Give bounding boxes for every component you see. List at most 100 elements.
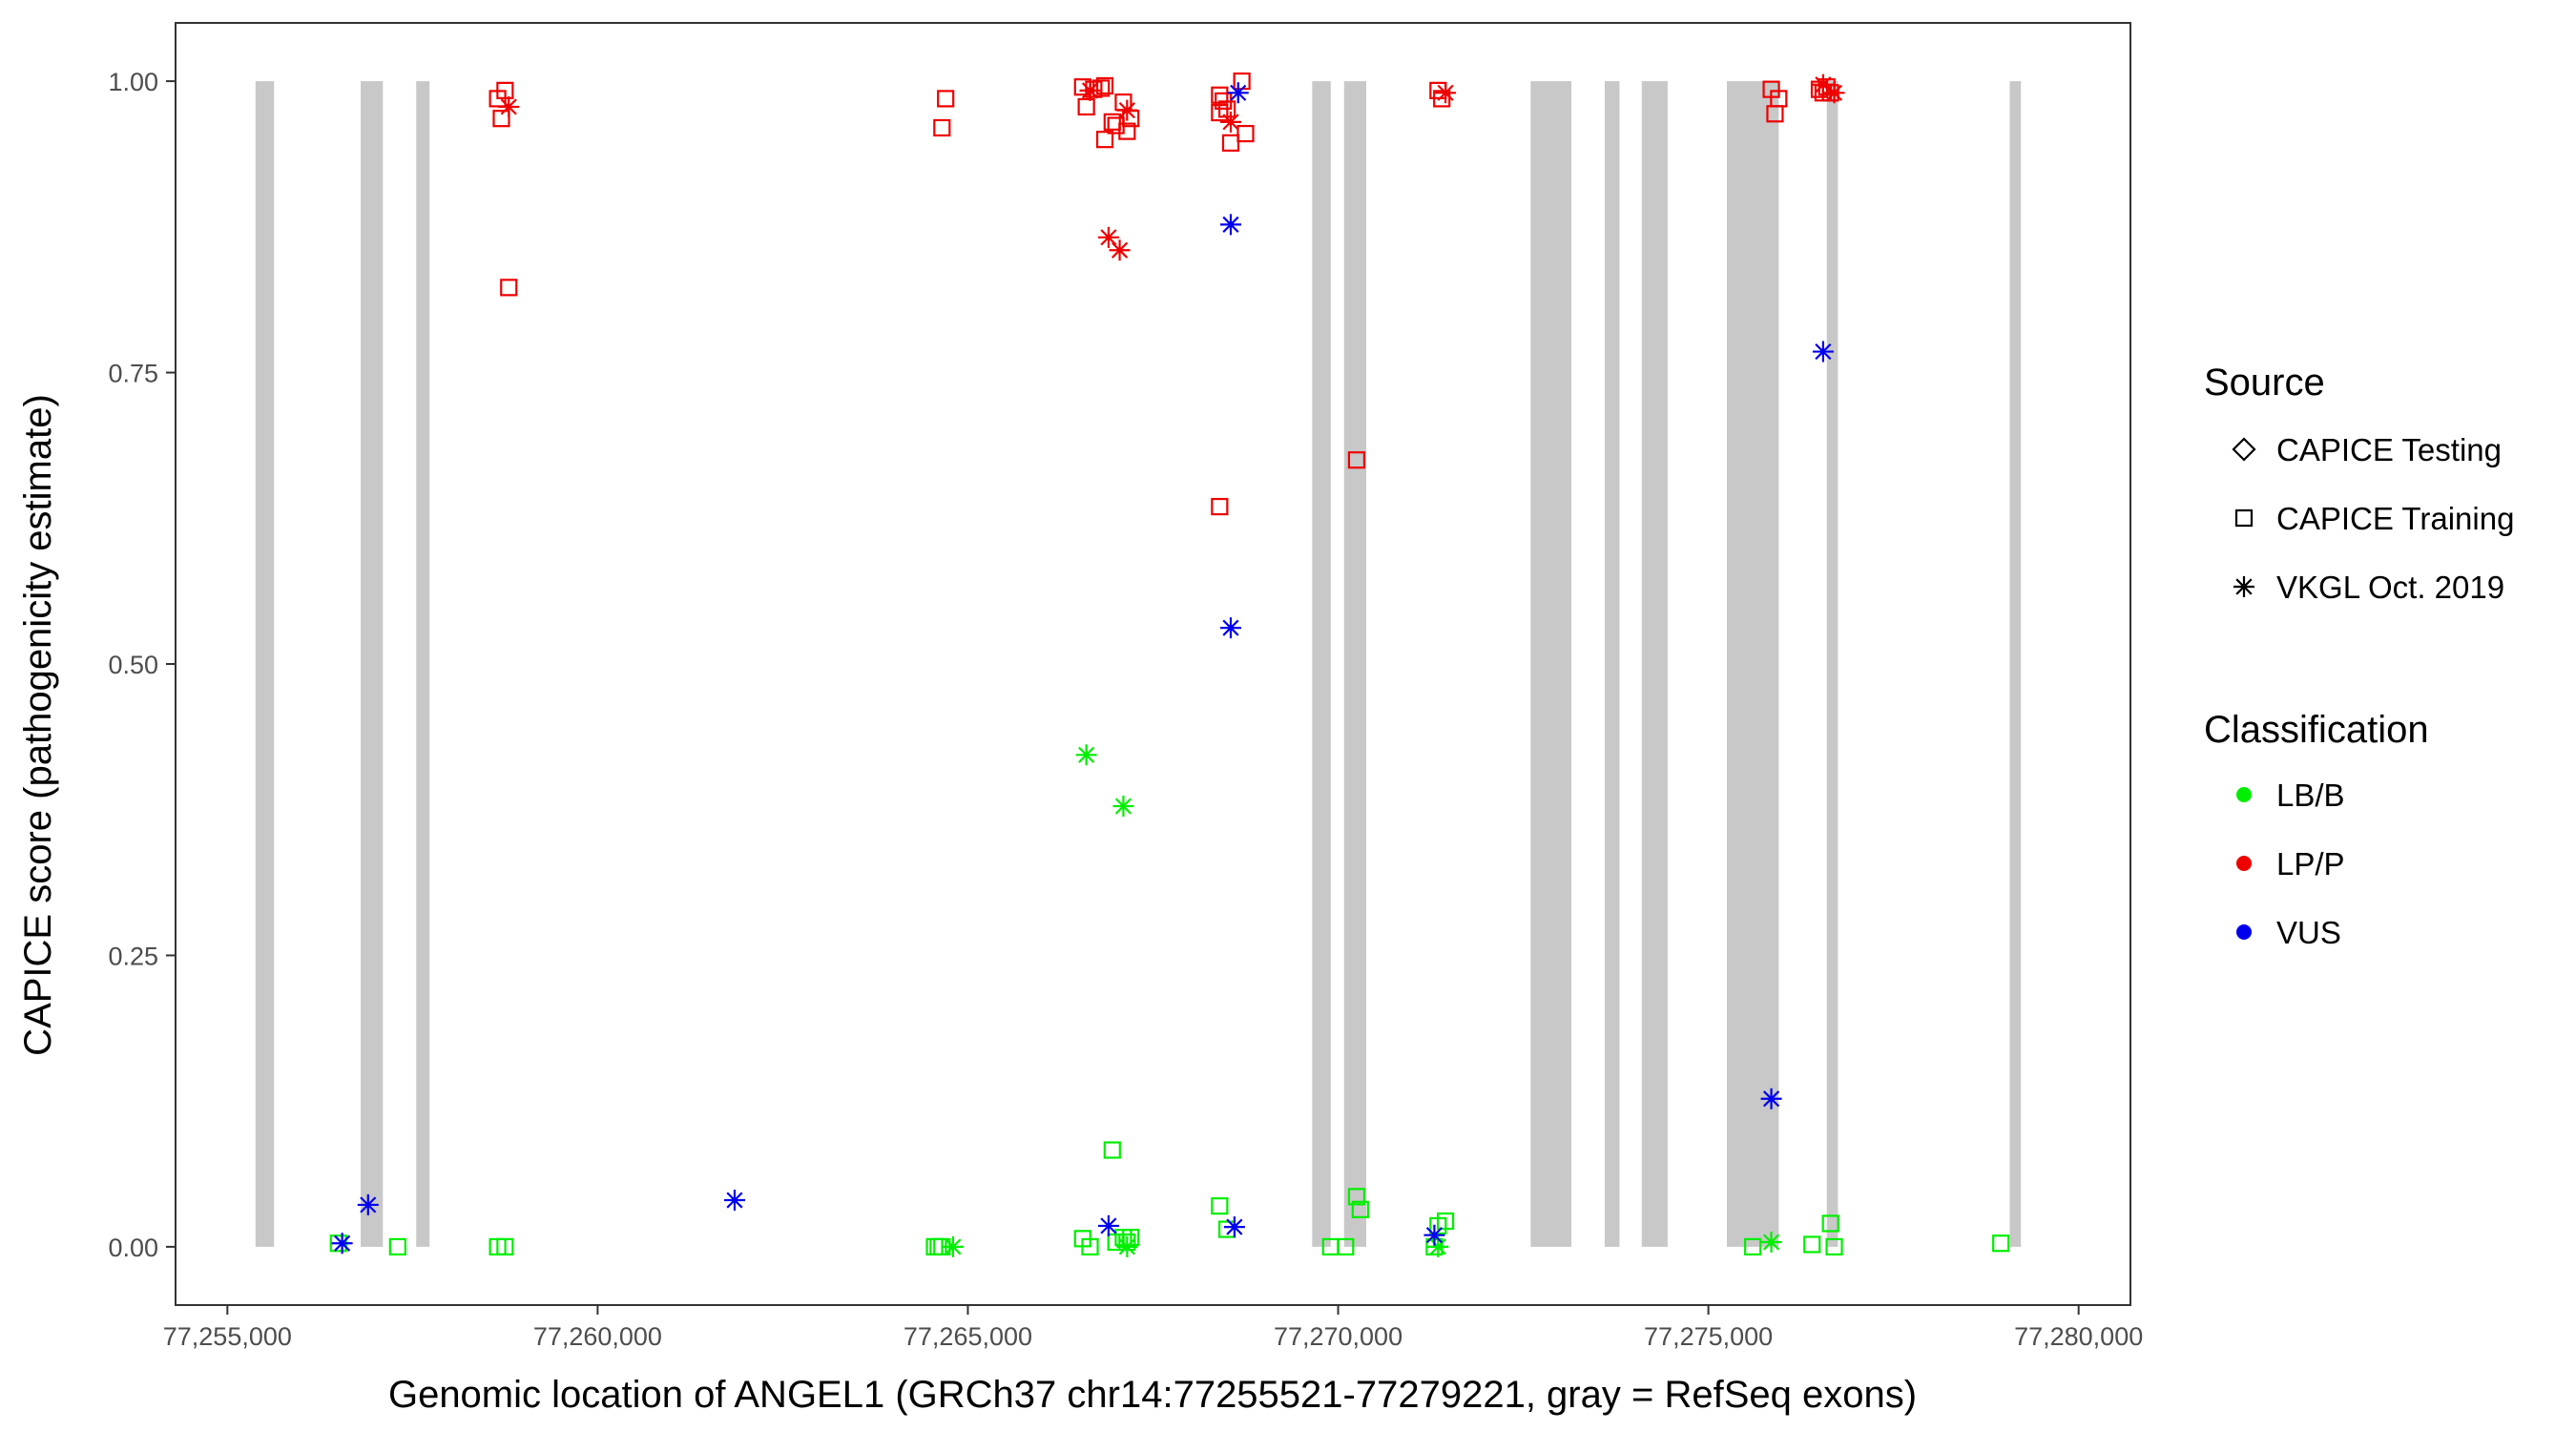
exon-bands [255,81,2022,1247]
point-lbb-square-4 [496,1237,514,1256]
x-tick-label-3: 77,265,000 [904,1322,1032,1351]
point-lbb-asterisk-4 [1116,1235,1138,1257]
legend-key-lpp-dot [2236,856,2252,871]
exon-band-8 [1641,81,1668,1247]
x-axis-title: Genomic location of ANGEL1 (GRCh37 chr14… [388,1374,1917,1416]
point-lpp-asterisk-6 [1219,111,1241,133]
point-lbb-square-2 [388,1237,406,1256]
legend-key-vus-dot [2236,924,2252,940]
exon-band-1 [255,81,275,1247]
point-lpp-asterisk-2 [1079,79,1101,101]
y-tick-label-5: 1.00 [108,68,158,96]
point-lpp-square-8 [1077,97,1095,116]
data-points [329,72,2010,1257]
point-lpp-square-12 [1103,113,1121,131]
legend-source-label-2: CAPICE Training [2276,501,2514,536]
point-vus-asterisk-3 [723,1190,745,1212]
legend-source-items: CAPICE Testing CAPICE Training VKGL Oct. 2… [2232,432,2514,605]
point-lbb-asterisk-2 [1112,796,1134,818]
point-vus-asterisk-10 [1760,1088,1782,1110]
point-lpp-square-5 [937,90,955,108]
legend-source-title: Source [2204,362,2325,404]
legend: Source CAPICE Testing CAPICE Training VKGL… [2204,362,2514,950]
point-lbb-asterisk-6 [1427,1235,1449,1257]
point-lpp-square-24 [1236,124,1255,143]
point-lpp-square-22 [1221,134,1240,152]
legend-classification-items: LB/B LP/P VUS [2236,778,2345,950]
point-vus-asterisk-1 [331,1233,353,1255]
exon-band-5 [1343,81,1367,1247]
point-lpp-asterisk-9 [1823,82,1845,104]
point-vus-asterisk-2 [357,1193,379,1215]
point-lpp-asterisk-7 [1435,82,1457,104]
y-tick-label-2: 0.25 [108,942,158,970]
point-lbb-square-25 [1803,1235,1821,1254]
point-lbb-square-19 [1347,1188,1366,1206]
legend-classification-label-2: LP/P [2276,846,2345,881]
legend-key-asterisk-icon [2233,576,2254,597]
legend-key-lbb-dot [2236,787,2252,802]
point-lpp-square-31 [1766,105,1784,123]
point-vus-asterisk-4 [1097,1214,1119,1236]
legend-source-label-1: CAPICE Testing [2276,432,2502,467]
point-vus-asterisk-11 [1812,341,1834,363]
point-lpp-square-28 [1433,90,1451,108]
legend-source-label-3: VKGL Oct. 2019 [2276,570,2504,605]
point-lpp-square-21 [1218,100,1236,118]
y-tick-label-4: 0.75 [108,360,158,388]
point-lpp-asterisk-1 [498,95,520,117]
point-lbb-square-14 [1122,1229,1140,1247]
point-lbb-asterisk-1 [1075,744,1097,766]
point-lbb-square-18 [1337,1237,1355,1256]
point-lpp-asterisk-5 [1116,99,1138,121]
point-lpp-asterisk-8 [1812,73,1834,95]
x-tick-label-4: 77,270,000 [1274,1322,1402,1351]
legend-classification-title: Classification [2204,709,2429,751]
point-lbb-square-27 [1825,1237,1843,1256]
point-lbb-asterisk-3 [942,1235,964,1257]
x-tick-label-2: 77,260,000 [533,1322,662,1351]
point-lpp-asterisk-3 [1097,226,1119,248]
point-lpp-square-6 [933,118,951,137]
point-lpp-square-26 [1347,451,1366,469]
point-lpp-square-10 [1095,76,1114,95]
point-lbb-square-9 [1081,1237,1099,1256]
legend-key-square-icon [2234,508,2254,528]
legend-classification-label-3: VUS [2276,915,2341,950]
y-axis-title: CAPICE score (pathogenicity estimate) [17,394,59,1056]
exon-band-2 [361,81,384,1247]
exon-band-4 [1312,81,1331,1247]
exon-band-11 [2009,81,2022,1247]
point-lbb-square-23 [1436,1212,1455,1231]
point-lpp-square-25 [1211,497,1229,516]
y-axis: 0.00 0.25 0.50 0.75 1.00 [108,68,176,1262]
exon-band-10 [1826,81,1839,1247]
point-vus-asterisk-6 [1219,617,1241,639]
x-axis: 77,255,000 77,260,000 77,265,000 77,270,000… [163,1305,2143,1351]
point-lbb-square-10 [1103,1141,1121,1159]
point-lpp-square-13 [1095,131,1114,149]
point-vus-asterisk-8 [1223,1216,1245,1238]
x-tick-label-6: 77,280,000 [2014,1322,2143,1351]
point-lpp-square-16 [1118,122,1136,140]
exon-band-6 [1530,81,1572,1247]
point-vus-asterisk-5 [1219,214,1241,236]
point-vus-asterisk-7 [1227,82,1249,104]
point-lbb-square-26 [1821,1214,1839,1233]
exon-band-3 [416,81,430,1247]
x-tick-label-5: 77,275,000 [1644,1322,1773,1351]
point-lpp-square-2 [496,81,514,99]
point-vus-asterisk-9 [1423,1224,1445,1246]
point-lbb-square-28 [1992,1234,2010,1253]
point-lpp-square-4 [500,279,518,297]
point-lbb-asterisk-5 [1760,1232,1782,1254]
legend-key-diamond-icon [2232,437,2256,462]
y-tick-label-1: 0.00 [108,1234,158,1262]
y-tick-label-3: 0.50 [108,651,158,679]
point-lpp-square-3 [492,110,510,128]
x-tick-label-1: 77,255,000 [163,1322,292,1351]
point-lbb-square-15 [1211,1197,1229,1215]
point-lpp-asterisk-4 [1109,239,1131,261]
